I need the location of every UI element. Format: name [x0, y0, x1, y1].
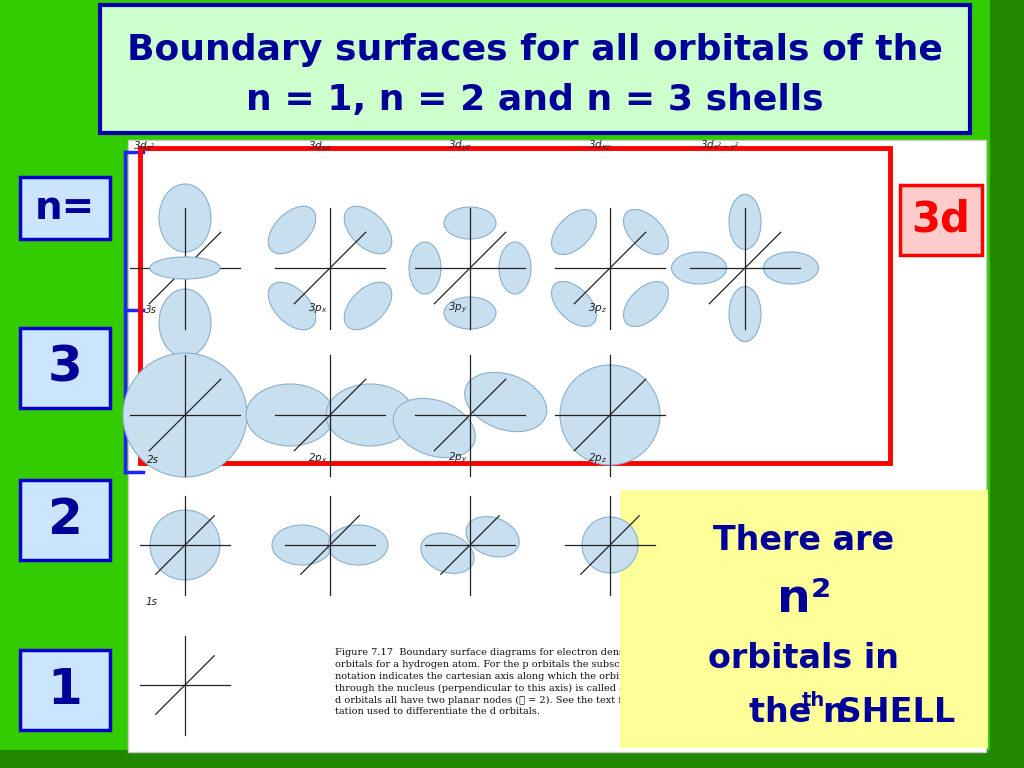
Text: 3d$_{xy}$: 3d$_{xy}$	[588, 138, 612, 153]
Ellipse shape	[764, 252, 818, 284]
Ellipse shape	[672, 252, 726, 284]
Text: 3d: 3d	[911, 199, 971, 241]
Text: 2p$_x$: 2p$_x$	[308, 451, 328, 465]
Ellipse shape	[328, 525, 388, 565]
Bar	[900, 185, 982, 255]
Ellipse shape	[344, 282, 392, 329]
Ellipse shape	[150, 257, 220, 279]
Bar	[20, 328, 110, 408]
Bar	[140, 148, 890, 463]
Text: 2p$_y$: 2p$_y$	[449, 451, 468, 465]
Ellipse shape	[729, 194, 761, 250]
Bar	[990, 0, 1024, 768]
Text: th: th	[802, 690, 825, 710]
Bar	[20, 480, 110, 560]
Text: n=: n=	[35, 189, 95, 227]
Ellipse shape	[624, 282, 669, 326]
Ellipse shape	[582, 517, 638, 573]
Bar	[620, 490, 988, 748]
Ellipse shape	[624, 210, 669, 254]
Text: There are: There are	[714, 524, 895, 557]
Ellipse shape	[150, 510, 220, 580]
Text: 2s: 2s	[147, 455, 159, 465]
Text: 3d$_{x^2-y^2}$: 3d$_{x^2-y^2}$	[700, 138, 739, 153]
Bar	[0, 750, 1024, 768]
Text: 1s: 1s	[145, 597, 157, 607]
Ellipse shape	[552, 282, 597, 326]
Text: 3p$_y$: 3p$_y$	[449, 300, 468, 315]
Text: SHELL: SHELL	[826, 696, 955, 729]
Ellipse shape	[409, 242, 441, 294]
Bar	[20, 650, 110, 730]
Ellipse shape	[246, 384, 334, 446]
Ellipse shape	[466, 517, 519, 557]
Ellipse shape	[465, 372, 547, 432]
Ellipse shape	[268, 282, 315, 329]
Bar	[100, 5, 970, 133]
Text: orbitals in: orbitals in	[709, 641, 899, 674]
Text: 3d$_{xz}$: 3d$_{xz}$	[308, 139, 332, 153]
Ellipse shape	[123, 353, 247, 477]
Text: 3: 3	[48, 344, 82, 392]
Ellipse shape	[499, 242, 531, 294]
Text: the n: the n	[749, 696, 847, 729]
Ellipse shape	[444, 207, 496, 239]
Ellipse shape	[421, 533, 474, 574]
Text: 3p$_x$: 3p$_x$	[308, 301, 328, 315]
Ellipse shape	[272, 525, 332, 565]
Ellipse shape	[729, 286, 761, 342]
Text: 1: 1	[47, 666, 83, 714]
Ellipse shape	[159, 289, 211, 357]
Text: n²: n²	[777, 578, 831, 623]
Bar	[20, 177, 110, 239]
Ellipse shape	[393, 399, 475, 458]
Text: 3p$_z$: 3p$_z$	[588, 301, 607, 315]
Bar	[128, 140, 986, 752]
Ellipse shape	[552, 210, 597, 254]
Ellipse shape	[344, 207, 392, 253]
Ellipse shape	[560, 365, 660, 465]
Text: 3d$_{z^2}$: 3d$_{z^2}$	[133, 139, 156, 153]
Text: 2: 2	[47, 496, 83, 544]
Text: Figure 7.17  Boundary surface diagrams for electron densities of 1s, 2s, 2p, 3s,: Figure 7.17 Boundary surface diagrams fo…	[335, 648, 766, 717]
Text: n = 1, n = 2 and n = 3 shells: n = 1, n = 2 and n = 3 shells	[246, 83, 824, 117]
Ellipse shape	[444, 297, 496, 329]
Ellipse shape	[159, 184, 211, 252]
Ellipse shape	[326, 384, 414, 446]
Text: 3d$_{yz}$: 3d$_{yz}$	[449, 138, 471, 153]
Text: 2p$_z$: 2p$_z$	[588, 451, 607, 465]
Text: 3s: 3s	[145, 305, 157, 315]
Ellipse shape	[268, 207, 315, 253]
Text: Boundary surfaces for all orbitals of the: Boundary surfaces for all orbitals of th…	[127, 33, 943, 67]
